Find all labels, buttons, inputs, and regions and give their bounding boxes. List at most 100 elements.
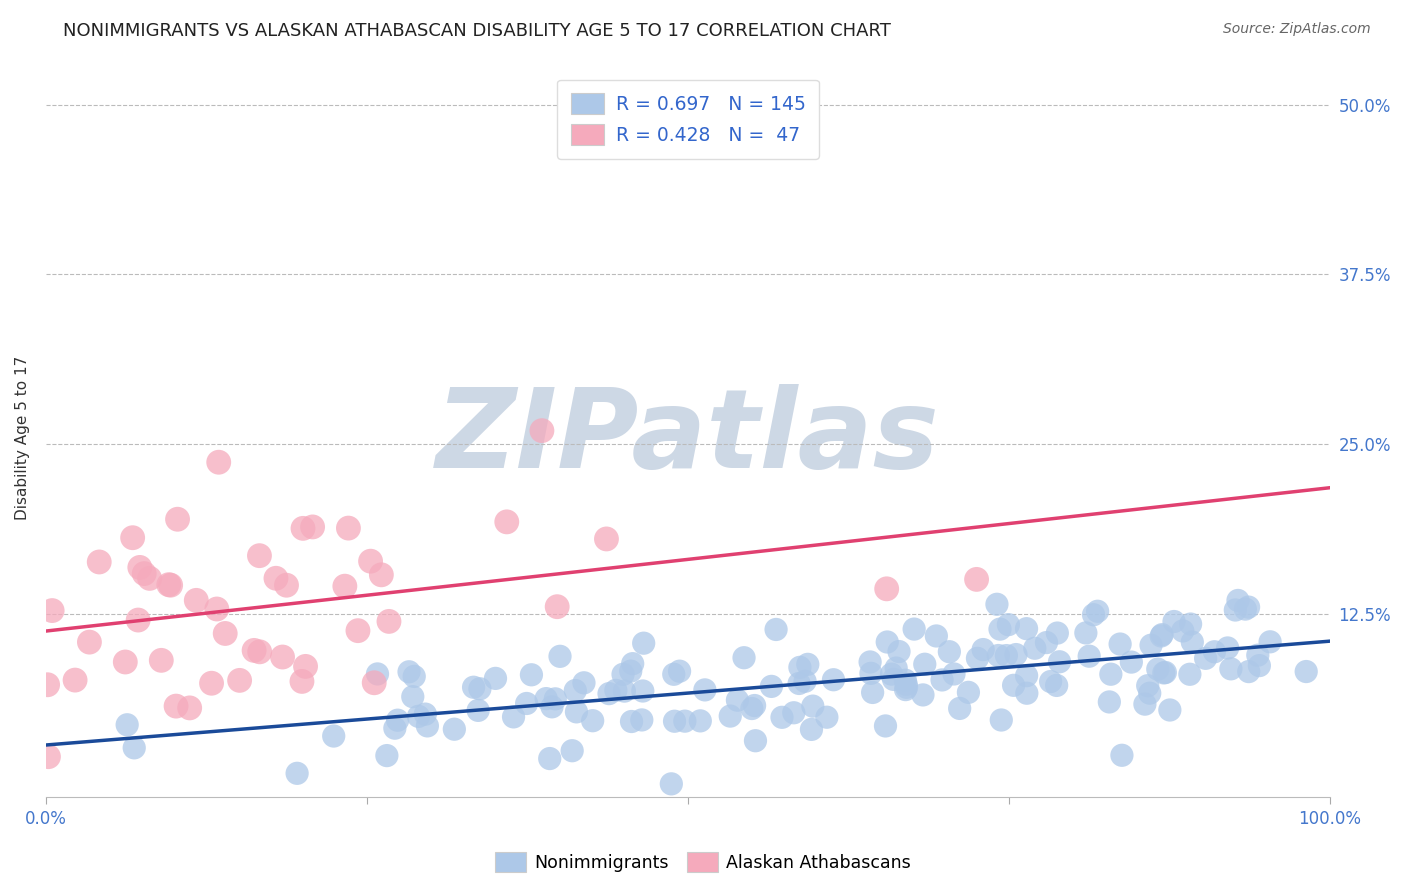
Point	[693, 682, 716, 697]
Point	[404, 669, 426, 683]
Point	[1178, 667, 1201, 681]
Point	[347, 624, 370, 638]
Point	[1153, 665, 1175, 680]
Point	[783, 706, 806, 720]
Point	[179, 701, 201, 715]
Point	[134, 566, 156, 581]
Point	[972, 642, 994, 657]
Point	[1078, 649, 1101, 664]
Point	[620, 714, 643, 729]
Point	[765, 623, 787, 637]
Point	[150, 653, 173, 667]
Point	[1111, 748, 1133, 763]
Point	[271, 650, 294, 665]
Point	[1234, 602, 1257, 616]
Point	[1152, 627, 1174, 641]
Point	[1039, 674, 1062, 689]
Point	[770, 710, 793, 724]
Point	[502, 710, 524, 724]
Point	[534, 691, 557, 706]
Point	[875, 719, 897, 733]
Point	[443, 722, 465, 736]
Point	[228, 673, 250, 688]
Point	[884, 661, 907, 675]
Point	[41, 604, 63, 618]
Point	[1098, 695, 1121, 709]
Point	[1109, 637, 1132, 651]
Point	[787, 676, 810, 690]
Text: ZIPatlas: ZIPatlas	[436, 384, 939, 491]
Point	[744, 698, 766, 713]
Point	[564, 683, 586, 698]
Point	[387, 713, 409, 727]
Point	[880, 667, 903, 681]
Point	[572, 675, 595, 690]
Point	[894, 673, 917, 688]
Point	[957, 685, 980, 699]
Point	[612, 667, 634, 681]
Point	[761, 679, 783, 693]
Point	[598, 687, 620, 701]
Legend: Nonimmigrants, Alaskan Athabascans: Nonimmigrants, Alaskan Athabascans	[488, 845, 918, 879]
Point	[530, 424, 553, 438]
Point	[37, 749, 59, 764]
Point	[463, 680, 485, 694]
Point	[544, 691, 567, 706]
Point	[337, 521, 360, 535]
Point	[1140, 638, 1163, 652]
Point	[662, 667, 685, 681]
Point	[1087, 604, 1109, 618]
Y-axis label: Disability Age 5 to 17: Disability Age 5 to 17	[15, 355, 30, 519]
Point	[1181, 635, 1204, 649]
Point	[1083, 607, 1105, 622]
Point	[987, 648, 1010, 663]
Point	[200, 676, 222, 690]
Point	[166, 512, 188, 526]
Point	[128, 560, 150, 574]
Point	[1216, 640, 1239, 655]
Point	[484, 672, 506, 686]
Point	[333, 579, 356, 593]
Point	[1024, 641, 1046, 656]
Point	[416, 719, 439, 733]
Point	[1225, 603, 1247, 617]
Point	[797, 657, 820, 672]
Point	[815, 710, 838, 724]
Point	[1204, 645, 1226, 659]
Point	[415, 707, 437, 722]
Point	[157, 577, 180, 591]
Point	[744, 733, 766, 747]
Point	[620, 664, 643, 678]
Point	[546, 599, 568, 614]
Point	[249, 645, 271, 659]
Point	[79, 635, 101, 649]
Point	[214, 626, 236, 640]
Point	[1154, 665, 1177, 680]
Point	[1099, 667, 1122, 681]
Point	[859, 655, 882, 669]
Point	[613, 684, 636, 698]
Point	[986, 597, 1008, 611]
Point	[949, 701, 972, 715]
Point	[467, 703, 489, 717]
Point	[659, 777, 682, 791]
Point	[966, 573, 988, 587]
Point	[876, 582, 898, 596]
Point	[990, 713, 1012, 727]
Point	[925, 629, 948, 643]
Point	[114, 655, 136, 669]
Point	[301, 520, 323, 534]
Point	[789, 660, 811, 674]
Point	[943, 667, 966, 681]
Point	[366, 667, 388, 681]
Point	[398, 665, 420, 679]
Point	[914, 657, 936, 672]
Point	[208, 455, 231, 469]
Point	[360, 554, 382, 568]
Point	[668, 664, 690, 678]
Point	[1046, 678, 1069, 692]
Point	[887, 644, 910, 658]
Point	[938, 645, 960, 659]
Point	[1258, 635, 1281, 649]
Point	[896, 680, 918, 694]
